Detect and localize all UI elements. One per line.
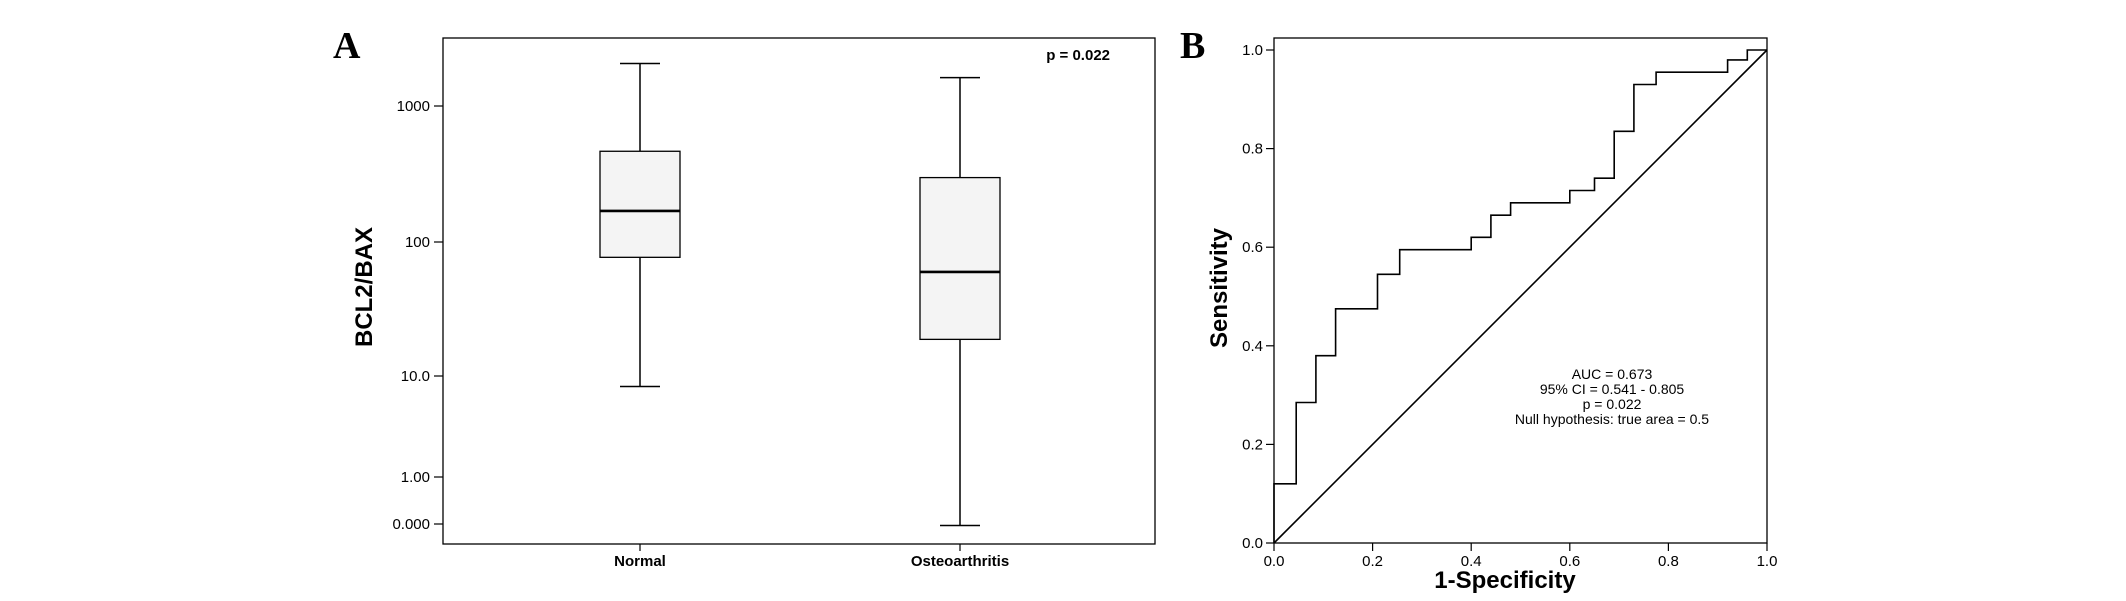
roc-x-tick-label: 0.6 [1559, 553, 1580, 570]
roc-y-tick-label: 1.0 [1242, 42, 1263, 59]
box-plot-frame [442, 37, 1156, 545]
roc-annotation-line: p = 0.022 [1583, 396, 1642, 412]
box-plot-y-ticks: 0.000 1.00 10.0 100 1000 [392, 98, 443, 533]
box-plot-panel: A p = 0.022 BCL2/BAX 0.000 1.00 10.0 100 100… [333, 25, 1156, 570]
roc-x-tick-label: 1.0 [1757, 553, 1778, 570]
roc-x-tick-label: 0.2 [1362, 553, 1383, 570]
roc-y-tick-label: 0.4 [1242, 338, 1263, 355]
roc-reference-diagonal [1273, 49, 1768, 544]
box-plot-category-label: Osteoarthritis [911, 553, 1009, 570]
box-plot-category-label: Normal [614, 553, 666, 570]
panel-a-label: A [333, 25, 361, 67]
roc-annotation-line: Null hypothesis: true area = 0.5 [1515, 411, 1709, 427]
box-plot-y-tick-label: 100 [405, 234, 430, 251]
box-plot-p-value: p = 0.022 [1046, 47, 1110, 64]
box-iqr [919, 176, 1001, 341]
roc-annotation-line: 95% CI = 0.541 - 0.805 [1540, 381, 1685, 397]
box-plot-y-tick-label: 0.000 [392, 516, 430, 533]
box-plot-boxes [599, 62, 1001, 527]
panel-b-label: B [1180, 25, 1205, 67]
box-iqr [599, 150, 681, 258]
box-plot-y-tick-label: 1.00 [401, 469, 430, 486]
roc-x-ticks: 0.0 0.2 0.4 0.6 0.8 1.0 [1264, 543, 1778, 570]
box-plot-y-tick-label: 1000 [397, 98, 430, 115]
box-plot-y-tick-label: 10.0 [401, 368, 430, 385]
box-plot-y-axis-title: BCL2/BAX [351, 227, 378, 347]
roc-curve [1273, 49, 1767, 543]
roc-panel: B 0.0 0.2 0.4 0.6 0.8 1.0 0.00.20.40.60.81.0 … [1180, 25, 1777, 594]
roc-x-tick-label: 0.8 [1658, 553, 1679, 570]
box-plot-box-group [919, 76, 1001, 527]
roc-y-ticks: 0.0 0.2 0.4 0.6 0.8 1.0 [1242, 42, 1274, 552]
roc-x-tick-label: 0.4 [1461, 553, 1482, 570]
roc-plot-frame [1273, 37, 1768, 544]
box-plot-category-labels: Normal Osteoarthritis [614, 544, 1009, 570]
roc-y-axis-title: Sensitivity [1206, 227, 1233, 348]
roc-y-tick-label: 0.8 [1242, 141, 1263, 158]
roc-lines [1273, 49, 1768, 544]
roc-x-tick-label: 0.0 [1264, 553, 1285, 570]
roc-annotation-line: AUC = 0.673 [1572, 366, 1653, 382]
box-plot-box-group [599, 62, 681, 388]
roc-y-tick-label: 0.0 [1242, 535, 1263, 552]
roc-y-tick-label: 0.6 [1242, 239, 1263, 256]
roc-y-tick-label: 0.2 [1242, 436, 1263, 453]
roc-x-axis-title: 1-Specificity [1434, 567, 1576, 594]
